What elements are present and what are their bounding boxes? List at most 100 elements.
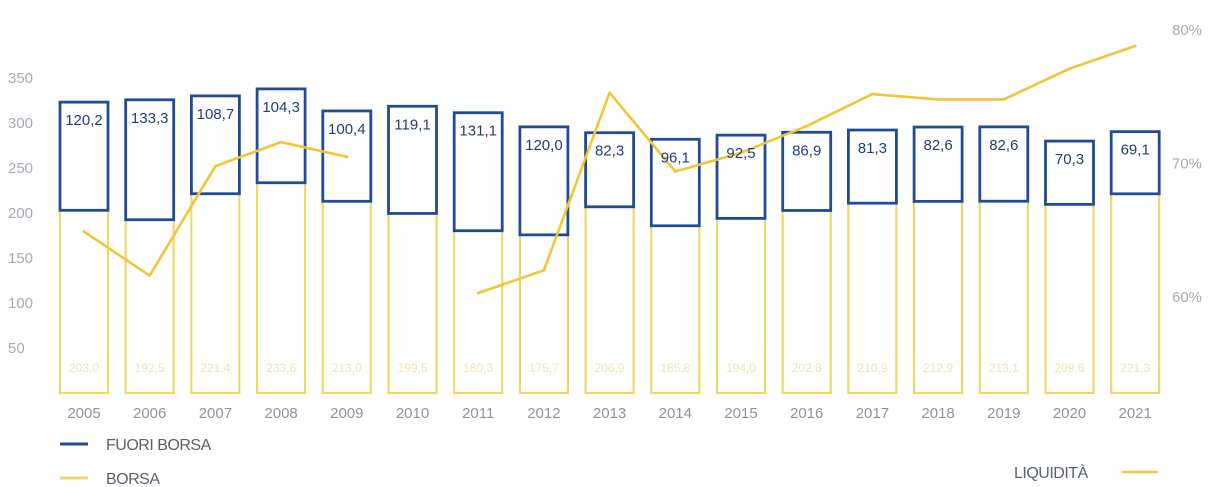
x-tick-label: 2008	[264, 405, 297, 422]
x-tick-label: 2018	[921, 405, 954, 422]
legend-label-liquidita: LIQUIDITÀ	[1014, 463, 1089, 482]
line-point-liquidita	[1133, 44, 1137, 48]
data-label-borsa: 175,7	[529, 361, 559, 375]
line-point-liquidita	[936, 98, 940, 101]
bar-fuori-borsa	[978, 125, 1030, 203]
x-tick-label: 2020	[1053, 405, 1086, 422]
line-point-liquidita	[1002, 98, 1006, 101]
line-point-liquidita	[82, 230, 86, 233]
data-label-fuori-borsa: 131,1	[459, 123, 497, 140]
x-tick-label: 2006	[133, 405, 166, 422]
x-tick-label: 2005	[67, 405, 100, 422]
line-point-liquidita	[214, 164, 217, 168]
line-point-liquidita	[345, 155, 349, 159]
y-tick-label: 100	[8, 295, 33, 312]
y-axis-left: 50 100 150 200 250 300 350	[8, 70, 33, 357]
bar-fuori-borsa	[58, 100, 110, 212]
data-label-fuori-borsa: 82,6	[923, 137, 952, 154]
bar-fuori-borsa	[1044, 139, 1095, 206]
bar-fuori-borsa	[518, 125, 570, 237]
legend-label-fuori-borsa: FUORI BORSA	[106, 437, 212, 454]
y-tick-label: 350	[8, 70, 33, 87]
data-label-fuori-borsa: 69,1	[1121, 142, 1150, 159]
data-label-fuori-borsa: 70,3	[1055, 151, 1084, 168]
data-label-fuori-borsa: 100,4	[328, 121, 366, 138]
bar-fuori-borsa	[912, 125, 964, 203]
bar-fuori-borsa	[715, 133, 767, 220]
x-tick-label: 2013	[593, 405, 626, 422]
legend-label-borsa: BORSA	[106, 471, 160, 487]
x-tick-label: 2016	[790, 405, 823, 422]
x-tick-label: 2021	[1119, 405, 1152, 422]
data-label-borsa: 202,8	[792, 361, 822, 375]
bar-fuori-borsa	[452, 111, 504, 233]
x-tick-label: 2017	[856, 405, 889, 422]
line-point-liquidita	[1068, 67, 1071, 71]
data-label-fuori-borsa: 82,6	[989, 137, 1018, 154]
bar-fuori-borsa	[255, 87, 307, 185]
data-label-borsa: 203,0	[69, 361, 99, 375]
x-tick-label: 2019	[987, 405, 1020, 422]
data-label-borsa: 213,0	[332, 361, 362, 375]
y-tick-label: 150	[8, 250, 33, 267]
data-labels-layer: 120,2 203,0 133,3 192,5 108,7 221,4 104,3 233,6…	[65, 99, 1150, 375]
data-label-borsa: 192,5	[135, 361, 165, 375]
bar-fuori-borsa	[321, 109, 373, 203]
bar-fuori-borsa	[124, 98, 176, 222]
y-tick-label: 200	[8, 205, 33, 222]
data-label-fuori-borsa: 92,5	[726, 145, 755, 162]
line-point-liquidita	[805, 124, 809, 128]
bar-fuori-borsa	[847, 128, 898, 205]
data-label-fuori-borsa: 104,3	[262, 99, 300, 116]
x-tick-label: 2010	[396, 405, 429, 422]
x-tick-label: 2009	[330, 405, 363, 422]
data-label-fuori-borsa: 133,3	[131, 110, 169, 127]
data-label-borsa: 180,3	[463, 361, 493, 375]
data-label-borsa: 221,3	[1120, 361, 1150, 375]
x-tick-label: 2015	[724, 405, 757, 422]
liquidity-line-layer	[82, 44, 1137, 295]
y-tick-label: 300	[8, 115, 33, 132]
data-label-borsa: 185,8	[660, 361, 690, 375]
line-point-liquidita	[673, 170, 677, 173]
legend: FUORI BORSA BORSA LIQUIDITÀ	[60, 437, 1158, 487]
y-axis-right: 60% 70% 80%	[1172, 22, 1202, 306]
data-label-borsa: 221,4	[200, 361, 230, 375]
y-tick-label: 250	[8, 160, 33, 177]
data-label-borsa: 210,9	[857, 361, 887, 375]
x-tick-label: 2014	[659, 405, 692, 422]
bar-fuori-borsa	[781, 130, 833, 212]
data-label-fuori-borsa: 81,3	[858, 140, 887, 157]
data-label-borsa: 194,0	[726, 361, 756, 375]
y2-tick-label: 60%	[1172, 289, 1202, 306]
bar-fuori-borsa	[387, 104, 438, 215]
data-label-fuori-borsa: 86,9	[792, 142, 821, 159]
data-label-borsa: 212,9	[923, 361, 953, 375]
x-tick-label: 2011	[462, 405, 494, 422]
data-label-fuori-borsa: 96,1	[661, 149, 690, 166]
line-point-liquidita	[871, 92, 874, 96]
bar-fuori-borsa	[1109, 130, 1161, 196]
y2-tick-label: 70%	[1172, 156, 1202, 173]
line-point-liquidita	[148, 274, 152, 278]
data-label-fuori-borsa: 108,7	[197, 106, 235, 123]
line-point-liquidita	[739, 151, 743, 155]
data-label-fuori-borsa: 82,3	[595, 143, 624, 160]
data-label-fuori-borsa: 119,1	[394, 116, 430, 133]
series-line-liquidita	[82, 44, 1137, 295]
y2-tick-label: 80%	[1172, 22, 1202, 39]
data-label-borsa: 233,6	[266, 361, 296, 375]
line-point-liquidita	[279, 140, 283, 144]
x-tick-label: 2012	[527, 405, 560, 422]
data-label-borsa: 206,9	[595, 361, 625, 375]
bar-fuori-borsa	[649, 137, 701, 228]
line-point-liquidita	[608, 91, 611, 95]
y-tick-label: 50	[8, 340, 25, 357]
data-label-fuori-borsa: 120,2	[65, 112, 103, 129]
bars-layer	[58, 87, 1161, 395]
data-label-borsa: 209,6	[1054, 361, 1084, 375]
bar-fuori-borsa	[584, 131, 635, 209]
bar-fuori-borsa	[189, 94, 241, 196]
data-label-borsa: 199,5	[397, 361, 427, 375]
